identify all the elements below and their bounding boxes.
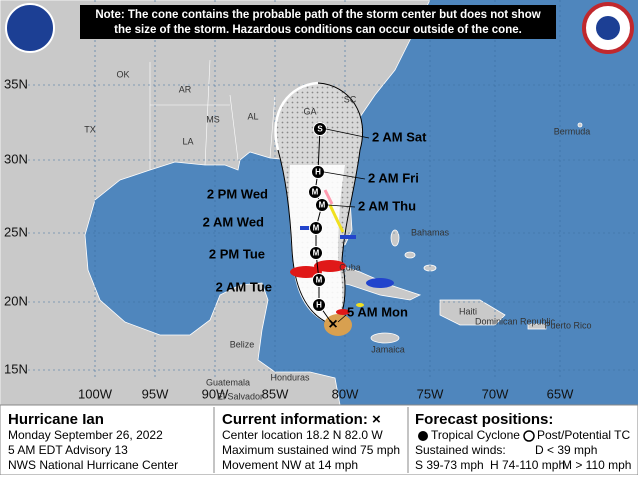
place-label: Bermuda bbox=[554, 126, 591, 136]
place-label: Belize bbox=[230, 339, 255, 349]
place-label: AR bbox=[179, 84, 192, 94]
forecast-marker-letter: H bbox=[315, 168, 321, 177]
lon-label: 100W bbox=[78, 386, 113, 401]
place-label: Guatemala bbox=[206, 377, 250, 387]
office: NWS National Hurricane Center bbox=[8, 458, 178, 472]
leader-line bbox=[323, 171, 366, 180]
place-label: SC bbox=[344, 94, 357, 104]
lat-label: 30N bbox=[4, 151, 28, 166]
forecast-marker bbox=[308, 185, 322, 199]
place-label: Dominican Republic bbox=[475, 316, 556, 326]
forecast-marker-letter: M bbox=[316, 276, 323, 285]
lon-label: 65W bbox=[547, 386, 574, 401]
place-label: Honduras bbox=[270, 372, 310, 382]
forecast-label: 2 AM Fri bbox=[368, 170, 419, 185]
lon-label: 70W bbox=[482, 386, 509, 401]
place-label: Cuba bbox=[339, 262, 361, 272]
note-line: the size of the storm. Hazardous conditi… bbox=[114, 24, 522, 36]
place-label: Haiti bbox=[459, 306, 477, 316]
forecast-label: 2 AM Sat bbox=[372, 129, 427, 144]
legend-title: Forecast positions: bbox=[415, 411, 553, 428]
legend-s: S 39-73 mph bbox=[415, 458, 484, 472]
map-labels: 35N 30N 25N 20N 15N 100W 95W 90W 85W 80W 75W 70W 65W… bbox=[4, 69, 592, 401]
lat-label: 25N bbox=[4, 224, 28, 239]
forecast-marker-letter: M bbox=[313, 249, 320, 258]
legend-post: Post/Potential TC bbox=[537, 428, 630, 442]
lon-label: 90W bbox=[202, 386, 229, 401]
storm-date: Monday September 26, 2022 bbox=[8, 428, 163, 442]
forecast-label: 2 PM Wed bbox=[207, 186, 268, 201]
lon-label: 95W bbox=[142, 386, 169, 401]
legend-winds-title: Sustained winds: bbox=[415, 443, 506, 457]
place-label: AL bbox=[247, 111, 258, 121]
cone-edge bbox=[274, 81, 319, 151]
forecast-marker-letter: S bbox=[317, 125, 323, 134]
note-line: Note: The cone contains the probable pat… bbox=[95, 9, 540, 21]
lat-label: 20N bbox=[4, 293, 28, 308]
place-label: El Salvador bbox=[217, 391, 263, 401]
place-label: OK bbox=[116, 69, 129, 79]
place-label: LA bbox=[182, 136, 193, 146]
place-label: Jamaica bbox=[371, 344, 405, 354]
lat-label: 15N bbox=[4, 361, 28, 376]
forecast-label: 2 PM Tue bbox=[209, 246, 265, 261]
current-location: Center location 18.2 N 82.0 W bbox=[222, 428, 383, 442]
current-marker: × bbox=[328, 316, 337, 333]
place-label: GA bbox=[303, 106, 316, 116]
current-label: 5 AM Mon bbox=[347, 304, 408, 319]
place-label: TX bbox=[84, 124, 96, 134]
current-movement: Movement NW at 14 mph bbox=[222, 458, 358, 472]
forecast-marker-letter: H bbox=[316, 301, 322, 310]
note-box bbox=[80, 5, 556, 39]
place-label: MS bbox=[206, 114, 220, 124]
nws-logo-center bbox=[596, 16, 620, 40]
current-title: Current information: × bbox=[222, 411, 381, 428]
leader-line bbox=[327, 204, 356, 208]
advisory: 5 AM EDT Advisory 13 bbox=[8, 443, 128, 457]
forecast-marker-letter: M bbox=[313, 224, 320, 233]
forecast-label: 2 AM Tue bbox=[216, 279, 272, 294]
forecast-marker bbox=[309, 246, 323, 260]
place-label: Puerto Rico bbox=[544, 320, 591, 330]
legend-tropical-icon bbox=[418, 431, 428, 441]
forecast-marker-letter: M bbox=[312, 188, 319, 197]
forecast-marker bbox=[312, 298, 326, 312]
leader-line bbox=[325, 128, 370, 139]
lon-label: 80W bbox=[332, 386, 359, 401]
current-wind: Maximum sustained wind 75 mph bbox=[222, 443, 400, 457]
legend-h: H 74-110 mph bbox=[490, 458, 565, 472]
legend-m: M > 110 mph bbox=[562, 458, 631, 472]
legend-post-icon bbox=[523, 430, 535, 442]
storm-name: Hurricane Ian bbox=[8, 411, 104, 428]
lon-label: 85W bbox=[262, 386, 289, 401]
legend-d: D < 39 mph bbox=[535, 443, 597, 457]
forecast-marker bbox=[309, 221, 323, 235]
lon-label: 75W bbox=[417, 386, 444, 401]
forecast-marker-letter: M bbox=[319, 201, 326, 210]
legend-tropical: Tropical Cyclone bbox=[431, 428, 520, 442]
noaa-logo bbox=[5, 3, 55, 53]
forecast-label: 2 AM Thu bbox=[358, 198, 416, 213]
leader-line bbox=[337, 314, 347, 323]
lat-label: 35N bbox=[4, 76, 28, 91]
forecast-marker bbox=[312, 273, 326, 287]
warnings bbox=[290, 189, 394, 336]
forecast-label: 2 AM Wed bbox=[203, 214, 264, 229]
place-label: Bahamas bbox=[411, 227, 450, 237]
